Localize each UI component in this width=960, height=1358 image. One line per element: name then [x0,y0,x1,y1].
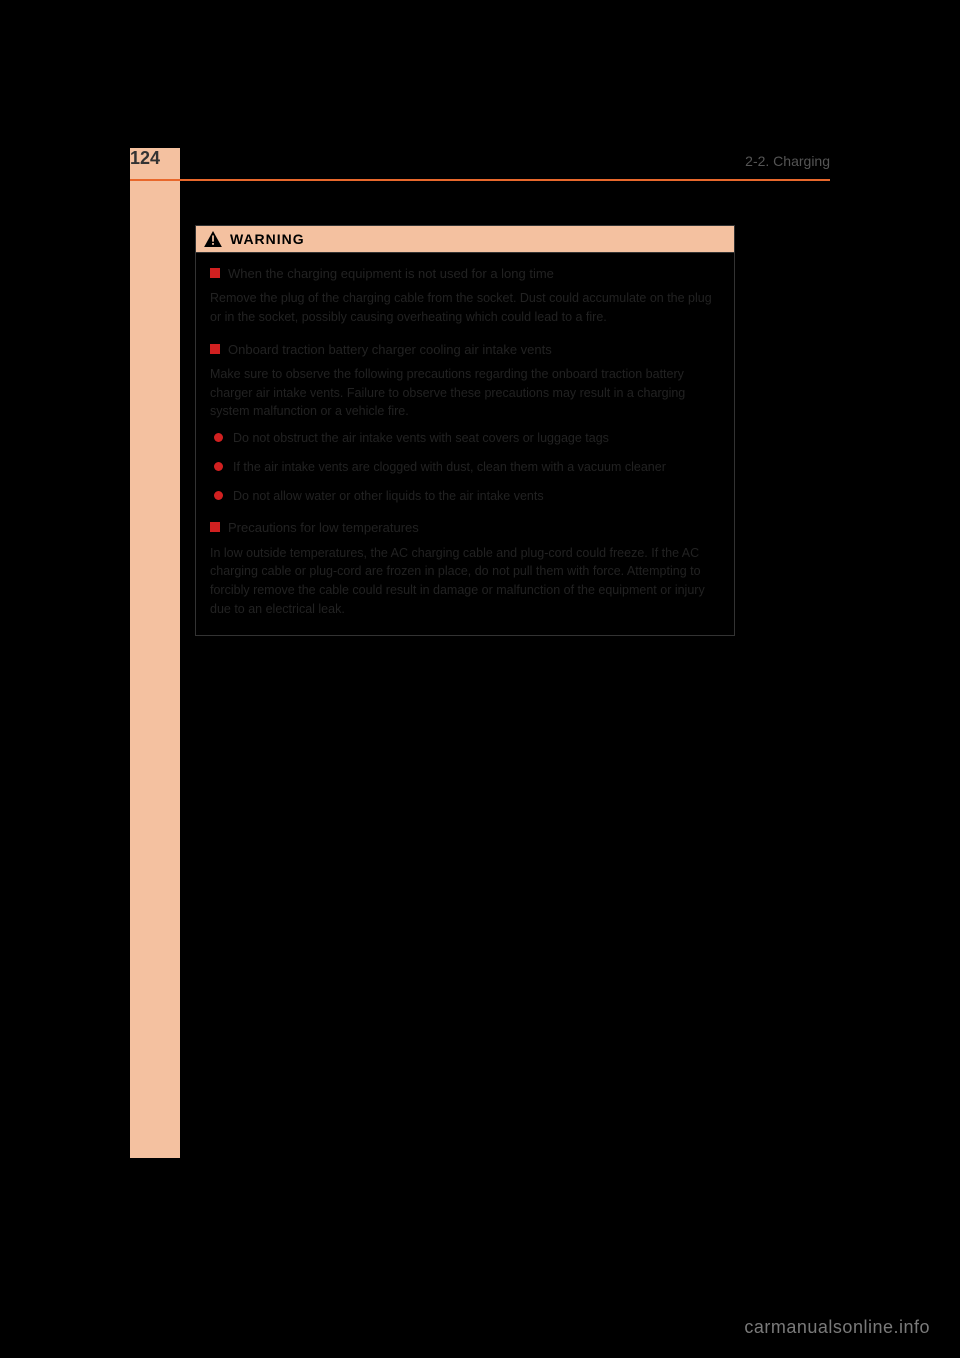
circle-bullet-icon [214,433,223,442]
warning-section: Precautions for low temperatures In low … [210,519,720,618]
sub-item: Do not allow water or other liquids to t… [214,487,720,506]
body-text: Make sure to observe the following preca… [210,365,720,421]
content-area: WARNING When the charging equipment is n… [195,225,795,636]
square-bullet-icon [210,344,220,354]
heading-text: Onboard traction battery charger cooling… [228,341,552,359]
page-header: 124 2-2. Charging [130,148,830,175]
page-number: 124 [130,148,160,169]
sub-text: Do not obstruct the air intake vents wit… [233,429,609,448]
sub-item: Do not obstruct the air intake vents wit… [214,429,720,448]
section-heading: Onboard traction battery charger cooling… [210,341,720,359]
circle-bullet-icon [214,491,223,500]
warning-label: WARNING [230,231,305,247]
warning-section: Onboard traction battery charger cooling… [210,341,720,506]
body-text: Remove the plug of the charging cable fr… [210,289,720,327]
section-heading: When the charging equipment is not used … [210,265,720,283]
watermark: carmanualsonline.info [744,1317,930,1338]
section-title: 2-2. Charging [745,153,830,169]
sub-text: If the air intake vents are clogged with… [233,458,666,477]
sub-item: If the air intake vents are clogged with… [214,458,720,477]
warning-header: WARNING [195,225,735,253]
side-tab [130,148,180,1158]
heading-text: When the charging equipment is not used … [228,265,554,283]
sub-text: Do not allow water or other liquids to t… [233,487,544,506]
section-heading: Precautions for low temperatures [210,519,720,537]
square-bullet-icon [210,268,220,278]
sub-list: Do not obstruct the air intake vents wit… [210,429,720,505]
warning-triangle-icon [204,231,222,247]
circle-bullet-icon [214,462,223,471]
header-divider [130,179,830,181]
body-text: In low outside temperatures, the AC char… [210,544,720,619]
square-bullet-icon [210,522,220,532]
page-container: 124 2-2. Charging [130,148,830,181]
warning-section: When the charging equipment is not used … [210,265,720,327]
warning-body: When the charging equipment is not used … [195,253,735,636]
heading-text: Precautions for low temperatures [228,519,419,537]
